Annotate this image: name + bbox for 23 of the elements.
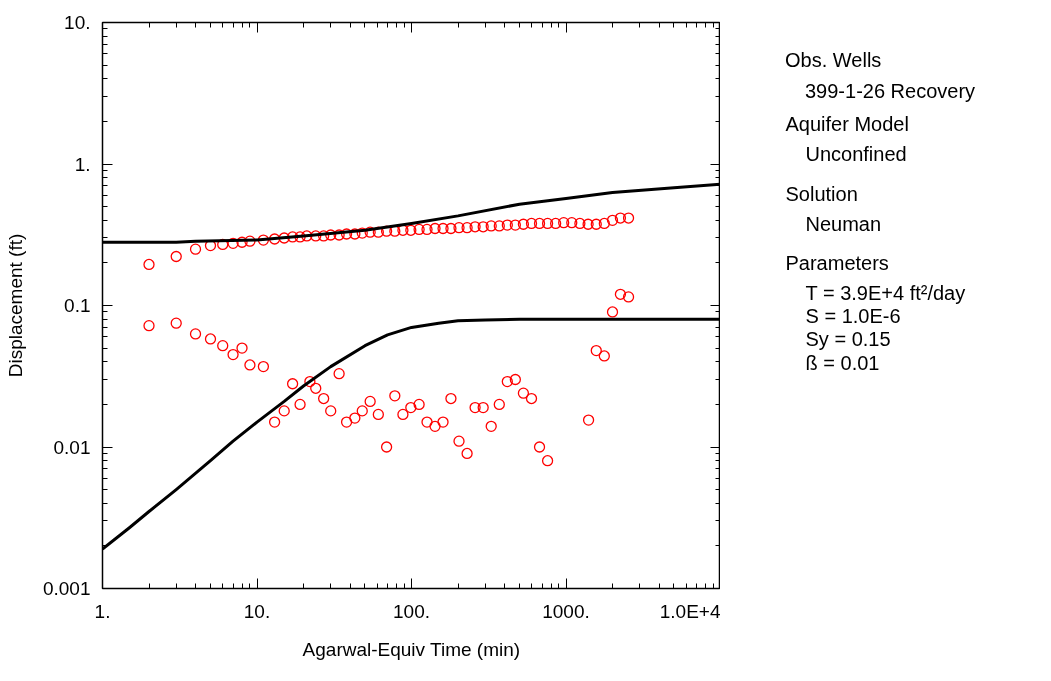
y-axis-title: Displacement (ft) <box>4 233 26 378</box>
text: ß = 0.01 <box>805 351 880 374</box>
x-axis-title: Agarwal-Equiv Time (min) <box>302 638 521 660</box>
y-tick-label: 10. <box>64 12 91 33</box>
text: Aquifer Model <box>785 113 909 136</box>
y-tick-label: 0.001 <box>42 578 91 599</box>
x-tick-label: 1.0E+4 <box>659 600 721 622</box>
text: Unconfined <box>805 143 907 166</box>
legend-title: Obs. Wells <box>785 49 883 72</box>
text: Solution <box>785 182 858 205</box>
x-tick-label: 1000. <box>542 600 590 622</box>
text: S = 1.0E-6 <box>805 305 901 328</box>
x-tick-label: 1. <box>94 600 111 622</box>
text: Parameters <box>785 252 889 275</box>
y-tick-label: 0.1 <box>64 295 91 316</box>
text: 399-1-26 Recovery <box>805 80 977 103</box>
text: Neuman <box>805 212 882 235</box>
y-tick-label: 1. <box>74 153 91 175</box>
x-tick-label: 10. <box>243 600 271 622</box>
y-tick-label: 0.01 <box>53 436 91 458</box>
x-tick-label: 100. <box>393 600 430 622</box>
text: T = 3.9E+4 ft²/day <box>805 282 966 305</box>
text: Sy = 0.15 <box>805 328 891 351</box>
